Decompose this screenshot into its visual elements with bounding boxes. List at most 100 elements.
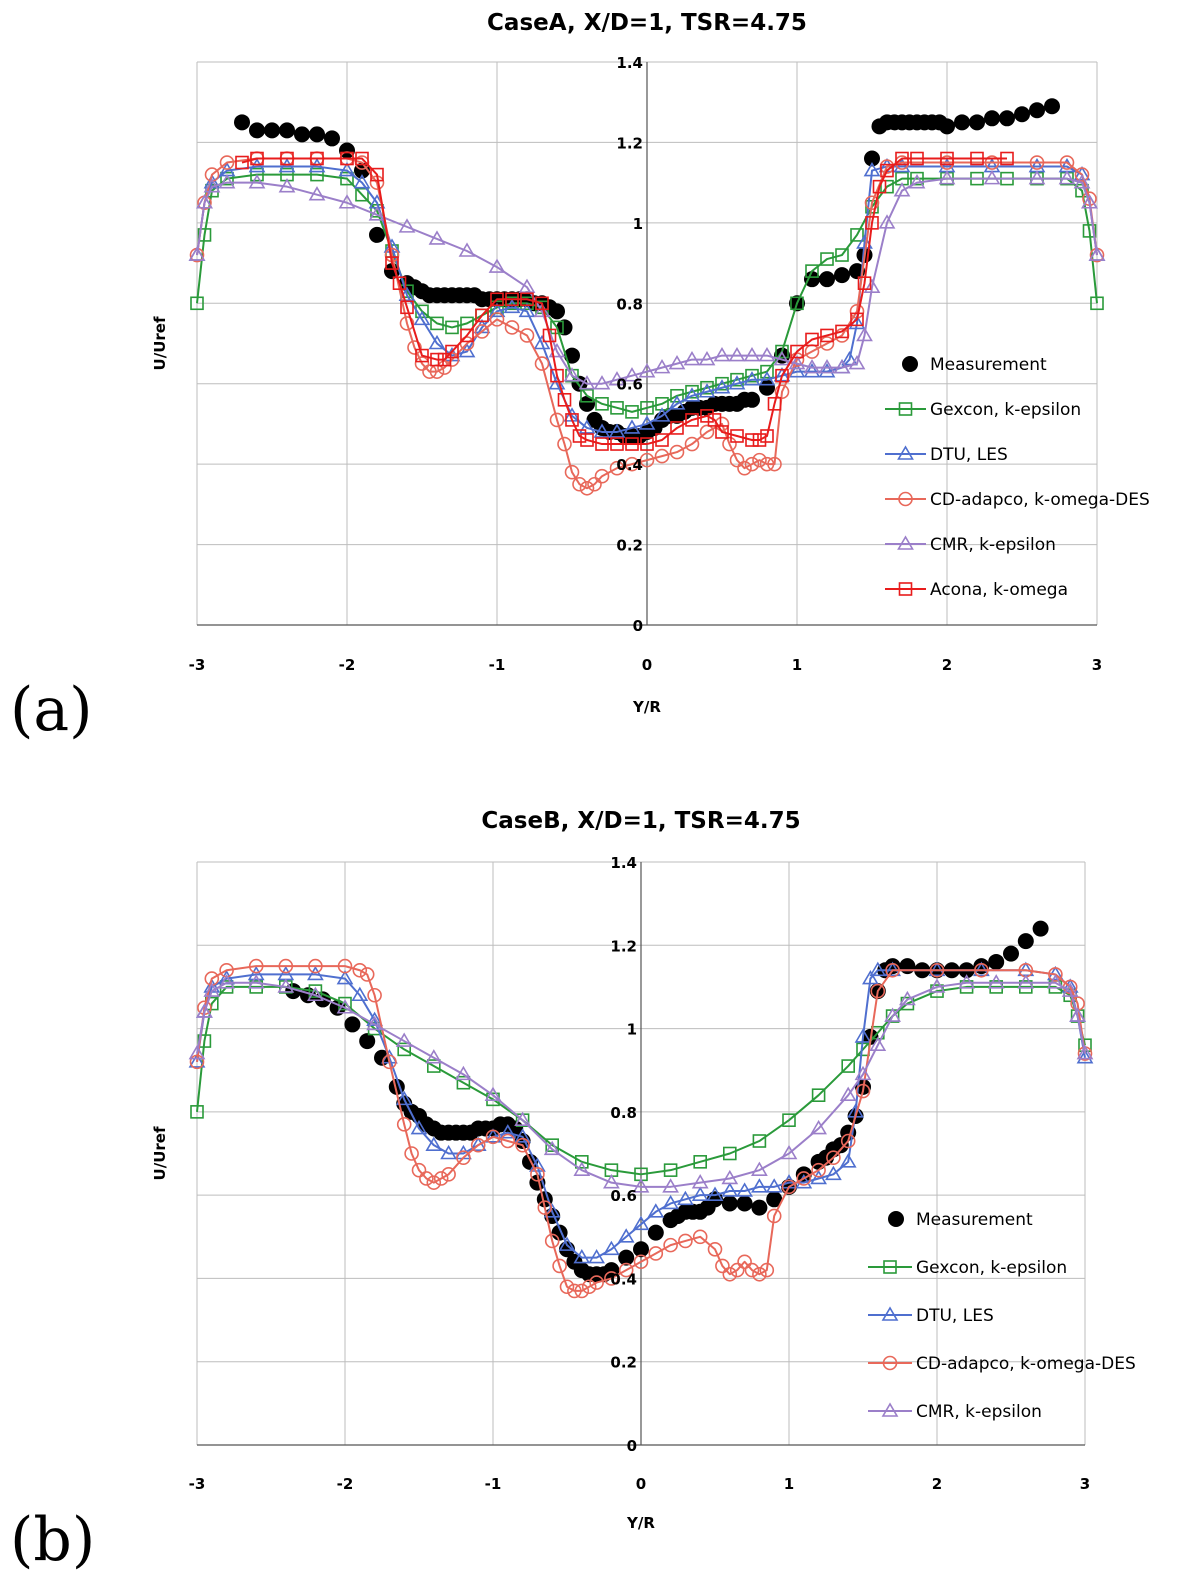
data-point bbox=[430, 352, 444, 367]
data-point bbox=[338, 996, 352, 1011]
data-point bbox=[544, 1233, 560, 1249]
chart-panel-2: CaseB, X/D=1, TSR=4.75 (b) 0 0.2 0.4 0.6 0.8 1 1… bbox=[10, 808, 1136, 1575]
data-point bbox=[744, 391, 760, 408]
data-point bbox=[818, 363, 836, 378]
data-point bbox=[484, 1128, 502, 1143]
data-point bbox=[625, 405, 639, 419]
data-point bbox=[339, 142, 355, 159]
data-point bbox=[190, 296, 204, 311]
data-point bbox=[818, 359, 836, 374]
data-point bbox=[470, 1137, 486, 1153]
data-point bbox=[773, 350, 791, 366]
legend-label: DTU, LES bbox=[930, 445, 1008, 465]
y-axis-label: U/Uref bbox=[151, 316, 169, 370]
data-point bbox=[543, 1140, 561, 1156]
series-1 bbox=[234, 98, 1060, 444]
data-point bbox=[441, 1167, 456, 1182]
data-point bbox=[340, 151, 354, 166]
x-tick-label: 2 bbox=[942, 656, 952, 674]
data-point bbox=[218, 174, 236, 189]
data-point bbox=[247, 965, 265, 981]
data-point bbox=[737, 1254, 752, 1270]
data-point bbox=[344, 1016, 361, 1033]
data-point bbox=[352, 962, 368, 978]
data-point bbox=[1029, 102, 1045, 119]
data-point bbox=[564, 464, 580, 480]
data-point bbox=[196, 194, 213, 209]
data-point bbox=[864, 195, 880, 211]
data-point bbox=[580, 388, 594, 403]
legend-label: Acona, k-omega bbox=[930, 580, 1068, 600]
data-point bbox=[810, 1119, 827, 1135]
data-point bbox=[899, 990, 916, 1006]
data-point bbox=[392, 276, 407, 290]
legend-marker bbox=[883, 1260, 897, 1274]
data-point bbox=[744, 1262, 760, 1278]
data-point bbox=[1058, 170, 1076, 185]
data-point bbox=[663, 1237, 678, 1253]
data-point bbox=[428, 230, 446, 245]
data-point bbox=[759, 1262, 775, 1278]
data-point bbox=[910, 151, 924, 166]
data-point bbox=[780, 1144, 798, 1160]
data-point bbox=[855, 1083, 871, 1099]
data-point bbox=[355, 187, 369, 202]
data-point bbox=[1090, 296, 1104, 311]
data-point bbox=[556, 319, 573, 336]
data-point bbox=[775, 344, 789, 359]
x-tick-label: 3 bbox=[1092, 656, 1102, 674]
data-point bbox=[433, 1171, 449, 1186]
data-point bbox=[1061, 982, 1079, 997]
data-point bbox=[310, 151, 324, 166]
data-point bbox=[278, 958, 294, 974]
data-point bbox=[638, 363, 656, 378]
data-point bbox=[351, 986, 369, 1002]
data-point bbox=[594, 468, 610, 484]
data-point bbox=[359, 1033, 376, 1050]
data-point bbox=[773, 367, 791, 382]
data-point bbox=[520, 292, 534, 307]
data-point bbox=[550, 368, 564, 383]
data-point bbox=[639, 452, 655, 468]
data-point bbox=[698, 383, 716, 398]
data-point bbox=[533, 334, 551, 350]
legend-item: DTU, LES bbox=[885, 445, 1008, 465]
data-point bbox=[685, 413, 699, 427]
data-point bbox=[765, 1178, 783, 1193]
data-point bbox=[706, 1186, 724, 1201]
data-point bbox=[895, 151, 909, 166]
data-point bbox=[413, 310, 431, 326]
data-point bbox=[766, 1191, 783, 1208]
data-point bbox=[715, 1258, 730, 1274]
x-axis-label: Y/R bbox=[632, 698, 661, 716]
data-point bbox=[514, 1111, 531, 1126]
data-point bbox=[1048, 967, 1063, 982]
data-point bbox=[880, 163, 894, 178]
series-5 bbox=[188, 170, 1106, 390]
data-point bbox=[505, 292, 519, 307]
legend-marker bbox=[898, 491, 913, 507]
data-point bbox=[419, 1171, 434, 1186]
y-tick-label: 0.2 bbox=[616, 537, 643, 555]
data-point bbox=[595, 437, 609, 451]
legend-item: DTU, LES bbox=[868, 1306, 994, 1326]
y-tick-label: 1.2 bbox=[616, 134, 643, 152]
data-point bbox=[722, 1266, 738, 1282]
legend-item: Acona, k-omega bbox=[885, 580, 1068, 600]
data-point bbox=[336, 999, 354, 1014]
data-point bbox=[834, 267, 850, 284]
data-point bbox=[395, 1090, 413, 1106]
data-point bbox=[663, 1163, 678, 1177]
data-point bbox=[820, 252, 834, 266]
series-line bbox=[196, 981, 1086, 1188]
data-point bbox=[662, 1178, 679, 1193]
panel-label: (a) bbox=[10, 675, 93, 745]
data-point bbox=[595, 397, 609, 411]
data-point bbox=[366, 1015, 383, 1031]
data-point bbox=[759, 379, 775, 396]
data-point bbox=[835, 248, 849, 262]
data-point bbox=[567, 1283, 582, 1299]
data-point bbox=[308, 186, 326, 201]
data-point bbox=[856, 234, 873, 249]
y-tick-label: 0 bbox=[627, 1437, 637, 1455]
